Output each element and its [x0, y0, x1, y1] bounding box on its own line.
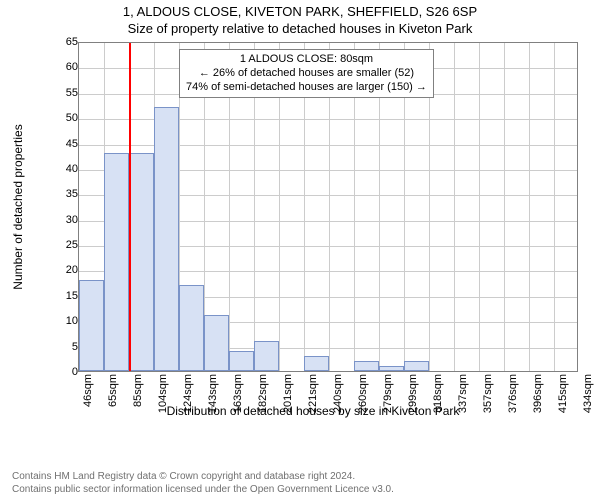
- chart-title: 1, ALDOUS CLOSE, KIVETON PARK, SHEFFIELD…: [0, 0, 600, 38]
- ytick-label: 30: [48, 214, 78, 226]
- histogram-bar: [379, 366, 404, 371]
- ytick-label: 50: [48, 112, 78, 124]
- ytick-label: 20: [48, 264, 78, 276]
- histogram-bar: [254, 341, 279, 371]
- histogram-bar: [354, 361, 379, 371]
- histogram-bar: [79, 280, 104, 371]
- xtick-label: 396sqm: [532, 374, 544, 413]
- xtick-label: 221sqm: [307, 374, 319, 413]
- y-axis-label: Number of detached properties: [11, 124, 25, 289]
- histogram-bar: [204, 315, 229, 371]
- histogram-bar: [129, 153, 154, 371]
- xtick-label: 415sqm: [557, 374, 569, 413]
- xtick-label: 376sqm: [507, 374, 519, 413]
- title-line2: Size of property relative to detached ho…: [0, 21, 600, 38]
- xtick-label: 299sqm: [407, 374, 419, 413]
- xtick-label: 104sqm: [157, 374, 169, 413]
- title-line1: 1, ALDOUS CLOSE, KIVETON PARK, SHEFFIELD…: [0, 4, 600, 21]
- xtick-label: 65sqm: [107, 374, 119, 407]
- chart-container: Number of detached properties 1 ALDOUS C…: [48, 42, 578, 412]
- xtick-label: 46sqm: [82, 374, 94, 407]
- xtick-label: 201sqm: [282, 374, 294, 413]
- histogram-bar: [154, 107, 179, 371]
- gridline-v: [554, 43, 555, 371]
- xtick-label: 337sqm: [457, 374, 469, 413]
- ytick-label: 0: [48, 366, 78, 378]
- ytick-label: 65: [48, 36, 78, 48]
- annotation-line3: 74% of semi-detached houses are larger (…: [186, 81, 427, 95]
- footer-line2: Contains public sector information licen…: [12, 484, 394, 497]
- gridline-v: [529, 43, 530, 371]
- ytick-label: 35: [48, 188, 78, 200]
- ytick-label: 10: [48, 315, 78, 327]
- ytick-label: 45: [48, 138, 78, 150]
- xtick-label: 260sqm: [357, 374, 369, 413]
- histogram-bar: [229, 351, 254, 371]
- footer-attribution: Contains HM Land Registry data © Crown c…: [12, 471, 394, 496]
- ytick-label: 25: [48, 239, 78, 251]
- xtick-label: 85sqm: [132, 374, 144, 407]
- ytick-label: 55: [48, 87, 78, 99]
- annotation-line2: ← 26% of detached houses are smaller (52…: [186, 67, 427, 81]
- xtick-label: 163sqm: [232, 374, 244, 413]
- annotation-line1: 1 ALDOUS CLOSE: 80sqm: [186, 53, 427, 67]
- gridline-v: [504, 43, 505, 371]
- histogram-bar: [404, 361, 429, 371]
- xtick-label: 357sqm: [482, 374, 494, 413]
- annotation-box: 1 ALDOUS CLOSE: 80sqm← 26% of detached h…: [179, 49, 434, 98]
- histogram-bar: [304, 356, 329, 371]
- ytick-label: 15: [48, 290, 78, 302]
- ytick-label: 5: [48, 341, 78, 353]
- gridline-v: [479, 43, 480, 371]
- reference-line: [129, 43, 131, 371]
- xtick-label: 240sqm: [332, 374, 344, 413]
- plot-area: 1 ALDOUS CLOSE: 80sqm← 26% of detached h…: [78, 42, 578, 372]
- xtick-label: 434sqm: [582, 374, 594, 413]
- histogram-bar: [104, 153, 129, 371]
- xtick-label: 182sqm: [257, 374, 269, 413]
- ytick-label: 40: [48, 163, 78, 175]
- ytick-label: 60: [48, 61, 78, 73]
- gridline-v: [454, 43, 455, 371]
- xtick-label: 143sqm: [207, 374, 219, 413]
- xtick-label: 318sqm: [432, 374, 444, 413]
- xtick-label: 279sqm: [382, 374, 394, 413]
- xtick-label: 124sqm: [182, 374, 194, 413]
- histogram-bar: [179, 285, 204, 371]
- footer-line1: Contains HM Land Registry data © Crown c…: [12, 471, 394, 484]
